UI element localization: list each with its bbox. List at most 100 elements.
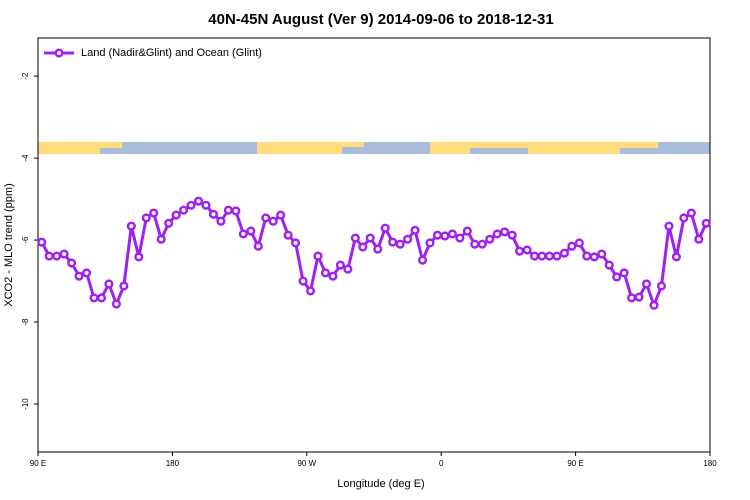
point bbox=[52, 251, 62, 261]
point bbox=[81, 268, 92, 278]
point bbox=[313, 251, 323, 261]
point bbox=[156, 234, 166, 244]
point bbox=[492, 229, 502, 239]
point bbox=[544, 251, 555, 261]
point bbox=[612, 272, 622, 282]
y-tick-label: -10 bbox=[21, 398, 30, 410]
point bbox=[694, 234, 704, 244]
point bbox=[477, 239, 487, 249]
point bbox=[515, 246, 525, 256]
point bbox=[664, 221, 674, 231]
point bbox=[380, 223, 390, 233]
point bbox=[574, 238, 584, 248]
chart-title: 40N-45N August (Ver 9) 2014-09-06 to 201… bbox=[208, 11, 553, 28]
land bbox=[38, 142, 100, 154]
land bbox=[528, 142, 620, 154]
x-tick-label: 90 E bbox=[30, 459, 46, 468]
point bbox=[604, 260, 614, 270]
legend-label: Land (Nadir&Glint) and Ocean (Glint) bbox=[81, 47, 262, 59]
point bbox=[589, 252, 599, 262]
point bbox=[208, 209, 219, 219]
point bbox=[358, 242, 368, 252]
x-tick-label: 90 E bbox=[567, 459, 583, 468]
y-tick-label: -2 bbox=[21, 72, 30, 80]
point bbox=[350, 233, 360, 243]
point bbox=[559, 248, 569, 258]
land bbox=[620, 142, 658, 148]
point bbox=[246, 226, 256, 236]
point bbox=[201, 200, 211, 210]
point bbox=[455, 233, 465, 243]
point bbox=[164, 218, 174, 228]
point bbox=[141, 213, 151, 223]
point bbox=[634, 292, 644, 302]
point bbox=[104, 279, 114, 289]
point bbox=[111, 299, 121, 309]
point bbox=[335, 260, 345, 270]
point bbox=[343, 264, 353, 274]
point bbox=[395, 239, 405, 249]
x-tick-label: 0 bbox=[439, 459, 444, 468]
point bbox=[649, 300, 659, 310]
point bbox=[96, 293, 107, 303]
point bbox=[119, 281, 129, 291]
land bbox=[257, 142, 342, 154]
point bbox=[462, 226, 472, 236]
point bbox=[567, 241, 577, 251]
point bbox=[67, 258, 77, 268]
point bbox=[283, 230, 293, 240]
point bbox=[619, 268, 629, 278]
point bbox=[74, 271, 84, 281]
x-axis-label: Longitude (deg E) bbox=[337, 478, 424, 490]
point bbox=[328, 271, 338, 281]
point bbox=[656, 281, 667, 291]
point bbox=[447, 229, 457, 239]
y-tick-label: -4 bbox=[21, 154, 30, 162]
point bbox=[179, 205, 189, 215]
point bbox=[298, 276, 308, 286]
point bbox=[149, 208, 159, 218]
land bbox=[342, 142, 364, 147]
point bbox=[134, 252, 144, 262]
point bbox=[373, 244, 383, 254]
x-tick-label: 180 bbox=[166, 459, 180, 468]
point bbox=[679, 213, 689, 223]
point bbox=[582, 251, 592, 261]
point bbox=[522, 245, 532, 255]
point bbox=[388, 237, 398, 247]
point bbox=[500, 227, 510, 237]
point bbox=[126, 221, 136, 231]
point bbox=[291, 238, 301, 248]
point bbox=[171, 210, 181, 220]
point bbox=[425, 238, 435, 248]
point bbox=[37, 237, 47, 247]
plot-frame bbox=[37, 37, 711, 453]
y-tick-label: -6 bbox=[21, 236, 30, 244]
point bbox=[59, 249, 69, 259]
point bbox=[537, 251, 547, 261]
point bbox=[417, 255, 428, 265]
point bbox=[485, 234, 495, 244]
point bbox=[186, 200, 196, 210]
point bbox=[686, 208, 696, 218]
point bbox=[432, 230, 443, 240]
x-tick-label: 180 bbox=[703, 459, 717, 468]
point bbox=[216, 216, 226, 226]
point bbox=[470, 239, 480, 249]
point bbox=[671, 252, 681, 262]
legend-marker bbox=[54, 48, 64, 58]
point bbox=[701, 218, 711, 228]
point bbox=[507, 230, 517, 240]
point bbox=[627, 293, 637, 303]
point bbox=[193, 196, 204, 206]
land bbox=[430, 142, 470, 154]
point bbox=[597, 249, 607, 259]
point bbox=[305, 286, 316, 296]
point bbox=[253, 241, 263, 251]
point bbox=[641, 279, 652, 289]
y-axis-label: XCO2 - MLO trend (ppm) bbox=[3, 183, 15, 306]
point bbox=[529, 251, 540, 261]
point bbox=[238, 229, 248, 239]
point bbox=[89, 293, 99, 303]
